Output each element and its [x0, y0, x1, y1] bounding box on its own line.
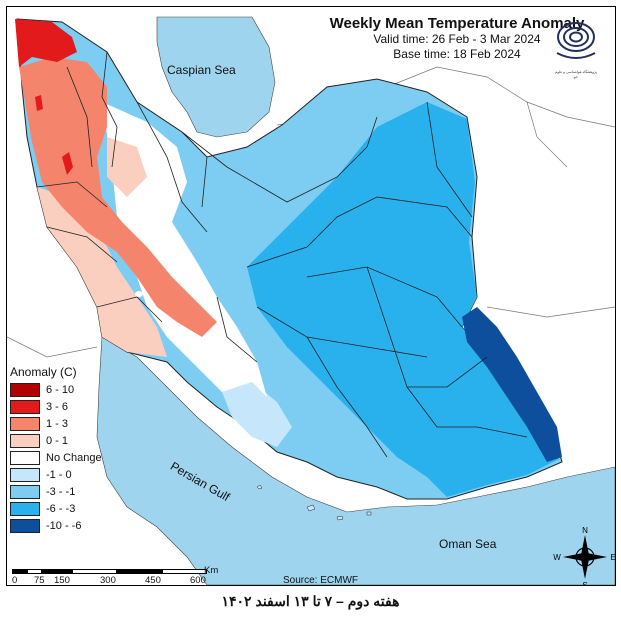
map-frame: Caspian Sea Persian Gulf Oman Sea Weekly…	[6, 6, 616, 586]
map-title: Weekly Mean Temperature Anomaly	[329, 15, 585, 32]
legend-row: -6 - -3	[10, 500, 110, 517]
scale-tick-label: 450	[145, 575, 161, 586]
scale-tick-label: 300	[100, 575, 116, 586]
legend-swatch	[10, 433, 40, 448]
compass-n: N	[582, 526, 588, 535]
gulf-islands	[256, 484, 372, 521]
anomaly-zone-1-0	[222, 382, 292, 447]
source-label: Source: ECMWF	[283, 575, 359, 586]
scale-bar-segments	[12, 569, 207, 574]
legend-row: 0 - 1	[10, 432, 110, 449]
anomaly-zone-3-6c	[35, 95, 43, 111]
legend-label: 0 - 1	[46, 434, 69, 447]
valid-time: Valid time: 26 Feb - 3 Mar 2024	[373, 32, 541, 46]
scale-tick-label: 0	[12, 575, 18, 586]
scale-labels: 0 75 150 300 450 600 Km	[12, 565, 218, 586]
caspian-sea-label: Caspian Sea	[167, 63, 236, 77]
caption: هفته دوم – ۷ تا ۱۳ اسفند ۱۴۰۲	[221, 593, 400, 609]
scale-tick-label: 150	[54, 575, 70, 586]
legend-label: -10 - -6	[46, 519, 82, 532]
legend-swatch	[10, 399, 40, 414]
compass-icon: N S W E	[553, 526, 615, 586]
legend-label: 1 - 3	[46, 417, 69, 430]
logo-caption: پژوهشگاه هواشناسی و علوم جو	[555, 70, 597, 79]
scale-bar: 0 75 150 300 450 600 Km	[12, 565, 218, 586]
legend-swatch	[10, 518, 40, 533]
organization-logo: پژوهشگاه هواشناسی و علوم جو	[553, 17, 599, 87]
legend-swatch	[10, 416, 40, 431]
legend-row: -1 - 0	[10, 466, 110, 483]
scale-unit: Km	[204, 565, 219, 576]
compass-s: S	[582, 581, 587, 586]
compass-rose: N S W E	[553, 525, 615, 586]
compass-w: W	[553, 553, 561, 562]
legend-label: No Change	[46, 451, 102, 464]
legend-swatch	[10, 450, 40, 465]
anomaly-zone-6-3	[247, 102, 559, 497]
legend-label: -6 - -3	[46, 502, 76, 515]
province-borders	[36, 51, 528, 458]
legend-title: Anomaly (C)	[10, 365, 77, 379]
anomaly-zone-3-6b	[62, 152, 73, 175]
anomaly-zone-0-1	[37, 187, 167, 357]
legend-row: -10 - -6	[10, 517, 110, 534]
gulf-and-oman-sea	[96, 336, 615, 585]
base-time: Base time: 18 Feb 2024	[393, 47, 521, 61]
legend-label: -1 - 0	[46, 468, 72, 481]
white-spot	[135, 291, 143, 297]
legend-label: -3 - -1	[46, 485, 76, 498]
oman-sea-label: Oman Sea	[439, 537, 497, 551]
anomaly-zone-10-6	[462, 307, 562, 462]
anomaly-zone-3-6	[15, 19, 77, 67]
legend-swatch	[10, 467, 40, 482]
title-block: Weekly Mean Temperature Anomaly Valid ti…	[307, 15, 607, 62]
logo-swirl-icon	[556, 22, 596, 59]
scale-tick-label: 600	[190, 575, 206, 586]
legend-row: -3 - -1	[10, 483, 110, 500]
compass-e: E	[610, 553, 615, 562]
anomaly-zone-1-3	[19, 57, 217, 337]
legend-swatch	[10, 382, 40, 397]
legend-swatch	[10, 501, 40, 516]
legend-row: No Change	[10, 449, 110, 466]
legend-row: 3 - 6	[10, 398, 110, 415]
neighbor-borders	[7, 66, 615, 358]
caspian-sea	[156, 16, 276, 138]
legend: Anomaly (C) 6 - 10 3 - 6 1 - 3 0 - 1 No Chan…	[10, 365, 110, 534]
map-canvas	[7, 16, 615, 585]
legend-label: 3 - 6	[46, 400, 69, 413]
scale-tick-label: 75	[34, 575, 45, 586]
legend-swatch	[10, 484, 40, 499]
legend-row: 1 - 3	[10, 415, 110, 432]
legend-row: 6 - 10	[10, 381, 110, 398]
anomaly-zone-0-1b	[107, 137, 147, 197]
legend-label: 6 - 10	[46, 383, 75, 396]
